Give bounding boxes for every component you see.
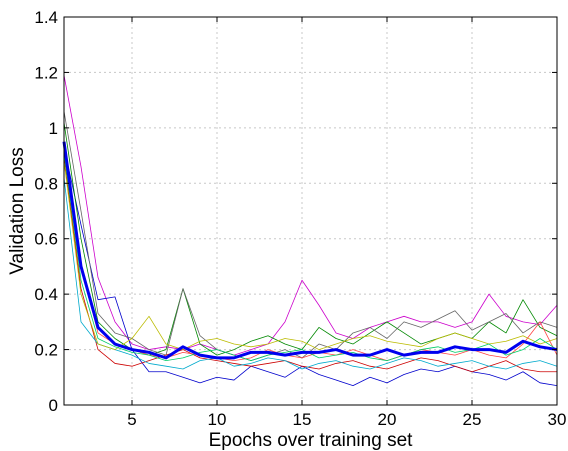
x-tick-label: 25 [463, 410, 482, 429]
x-tick-label: 5 [127, 410, 136, 429]
mean-series-line [62, 141, 558, 360]
y-tick-label: 1.4 [34, 8, 58, 27]
series-line-9 [63, 152, 558, 362]
x-tick-label: 20 [378, 410, 397, 429]
y-tick-label: 0 [49, 396, 58, 415]
series-line-5 [63, 155, 557, 373]
y-tick-label: 0.8 [34, 174, 58, 193]
tick-labels: 5 10 15 20 25 30 0 0.2 0.4 0.6 0.8 1 1.2 1.4 [34, 8, 566, 429]
series-line-7 [63, 161, 558, 350]
grid-lines [64, 16, 558, 406]
x-tick-label: 15 [293, 410, 312, 429]
x-axis-label: Epochs over training set [209, 430, 414, 451]
series-line-4 [63, 111, 558, 362]
x-tick-label: 10 [208, 410, 227, 429]
y-tick-label: 1.2 [34, 63, 58, 82]
x-tick-label: 30 [548, 410, 567, 429]
y-tick-label: 0.4 [34, 285, 58, 304]
series-line-2 [63, 147, 558, 387]
y-axis-label: Validation Loss [7, 147, 28, 274]
y-tick-label: 0.6 [34, 230, 58, 249]
series-line-6 [63, 177, 558, 370]
plot-frame [63, 16, 558, 406]
y-tick-label: 1 [49, 119, 58, 138]
y-tick-label: 0.2 [34, 341, 58, 360]
series-line-1 [63, 75, 558, 356]
axis-ticks [64, 16, 558, 406]
series-lines [62, 75, 558, 387]
